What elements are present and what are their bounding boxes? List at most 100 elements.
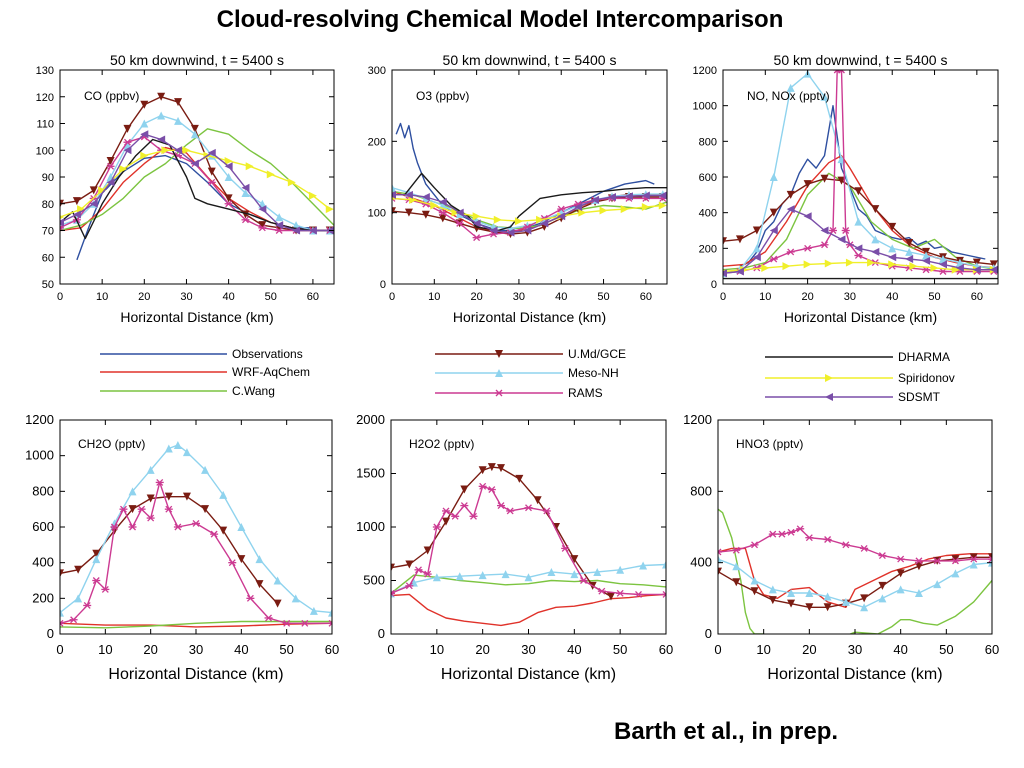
marker [723, 269, 727, 278]
marker [896, 569, 905, 578]
marker [570, 555, 579, 564]
marker [823, 592, 832, 601]
y-tick-label: 600 [32, 519, 54, 534]
marker [914, 562, 923, 571]
marker [161, 146, 170, 155]
y-tick-label: 0 [47, 626, 54, 641]
marker [241, 216, 250, 224]
x-tick-label: 0 [387, 642, 394, 657]
marker [155, 478, 164, 486]
marker [228, 559, 237, 567]
marker [786, 248, 795, 256]
series-group [718, 508, 992, 634]
marker [128, 487, 137, 496]
series-line-c-wang [60, 128, 334, 232]
marker [871, 247, 880, 256]
legend-label: U.Md/GCE [568, 347, 626, 361]
series-line-meso-nh [718, 558, 992, 608]
marker [955, 263, 964, 272]
chart-label: HNO3 (pptv) [736, 437, 803, 451]
x-tick-label: 10 [98, 642, 112, 657]
marker [174, 116, 183, 125]
marker [241, 183, 250, 192]
marker [146, 514, 155, 522]
marker [430, 201, 439, 210]
marker [224, 156, 233, 165]
marker [951, 557, 960, 565]
marker [658, 191, 667, 200]
y-tick-label: 800 [690, 483, 712, 498]
marker [854, 217, 863, 226]
marker [487, 486, 496, 494]
marker [497, 464, 505, 473]
marker [506, 507, 515, 515]
marker [224, 162, 233, 171]
marker [820, 92, 829, 101]
marker [157, 111, 166, 120]
marker [989, 265, 998, 274]
y-tick-label: 400 [690, 555, 712, 570]
y-tick-label: 800 [699, 136, 717, 148]
marker [662, 590, 666, 598]
marker [533, 496, 542, 505]
marker [803, 244, 812, 252]
marker [258, 221, 267, 230]
x-tick-label: 30 [513, 291, 525, 303]
chart-panel-2: 0 10 20 30 40 50 60 0 100 200 300 50 km downwind, t… [368, 52, 668, 325]
marker [140, 100, 149, 109]
legend-item-rams: RAMS [435, 386, 603, 400]
marker [570, 570, 579, 579]
marker [787, 599, 796, 608]
y-tick-label: 60 [42, 252, 54, 264]
y-tick-label: 110 [36, 119, 54, 131]
x-tick-label: 0 [714, 642, 721, 657]
marker [662, 560, 666, 569]
marker [634, 590, 643, 598]
marker [237, 523, 246, 531]
y-tick-label: 1500 [356, 466, 385, 481]
marker [829, 227, 837, 234]
page-title: Cloud-resolving Chemical Model Intercomp… [216, 6, 784, 33]
marker [769, 255, 778, 263]
marker [506, 228, 515, 237]
marker [547, 567, 556, 576]
series-group [723, 70, 998, 280]
chart-title: 50 km downwind, t = 5400 s [774, 52, 948, 68]
chart-label: CH2O (pptv) [78, 437, 145, 451]
chart-label: CO (ppbv) [84, 89, 139, 103]
marker [768, 596, 777, 605]
marker [60, 224, 64, 232]
marker [241, 189, 250, 198]
marker [641, 202, 650, 211]
y-tick-label: 300 [368, 65, 386, 77]
marker [732, 546, 741, 554]
marker [624, 192, 633, 201]
marker [409, 578, 418, 587]
marker [786, 190, 795, 199]
x-tick-label: 50 [265, 291, 277, 303]
marker [823, 536, 832, 543]
marker [969, 555, 978, 563]
marker [536, 215, 545, 224]
marker [905, 255, 914, 264]
legend-item-meso-nh: Meso-NH [435, 366, 619, 380]
marker [951, 569, 960, 578]
marker [495, 389, 503, 397]
chart-label: O3 (ppbv) [416, 89, 469, 103]
marker [404, 190, 413, 199]
marker [174, 98, 183, 107]
x-tick-label: 60 [325, 642, 339, 657]
chart-panel-5: 0 10 20 30 40 50 60 0 500 1000 1500 2000 H2O2 (pptv)… [356, 412, 673, 683]
marker [860, 594, 869, 603]
series-group [60, 92, 334, 261]
marker [782, 262, 791, 271]
marker [123, 140, 132, 149]
series-line-wrf-aqchem [718, 547, 992, 608]
y-tick-label: 0 [378, 626, 385, 641]
marker [752, 244, 761, 253]
marker [237, 555, 246, 564]
x-tick-label: 30 [521, 642, 535, 657]
marker [750, 541, 759, 549]
marker [258, 224, 267, 232]
